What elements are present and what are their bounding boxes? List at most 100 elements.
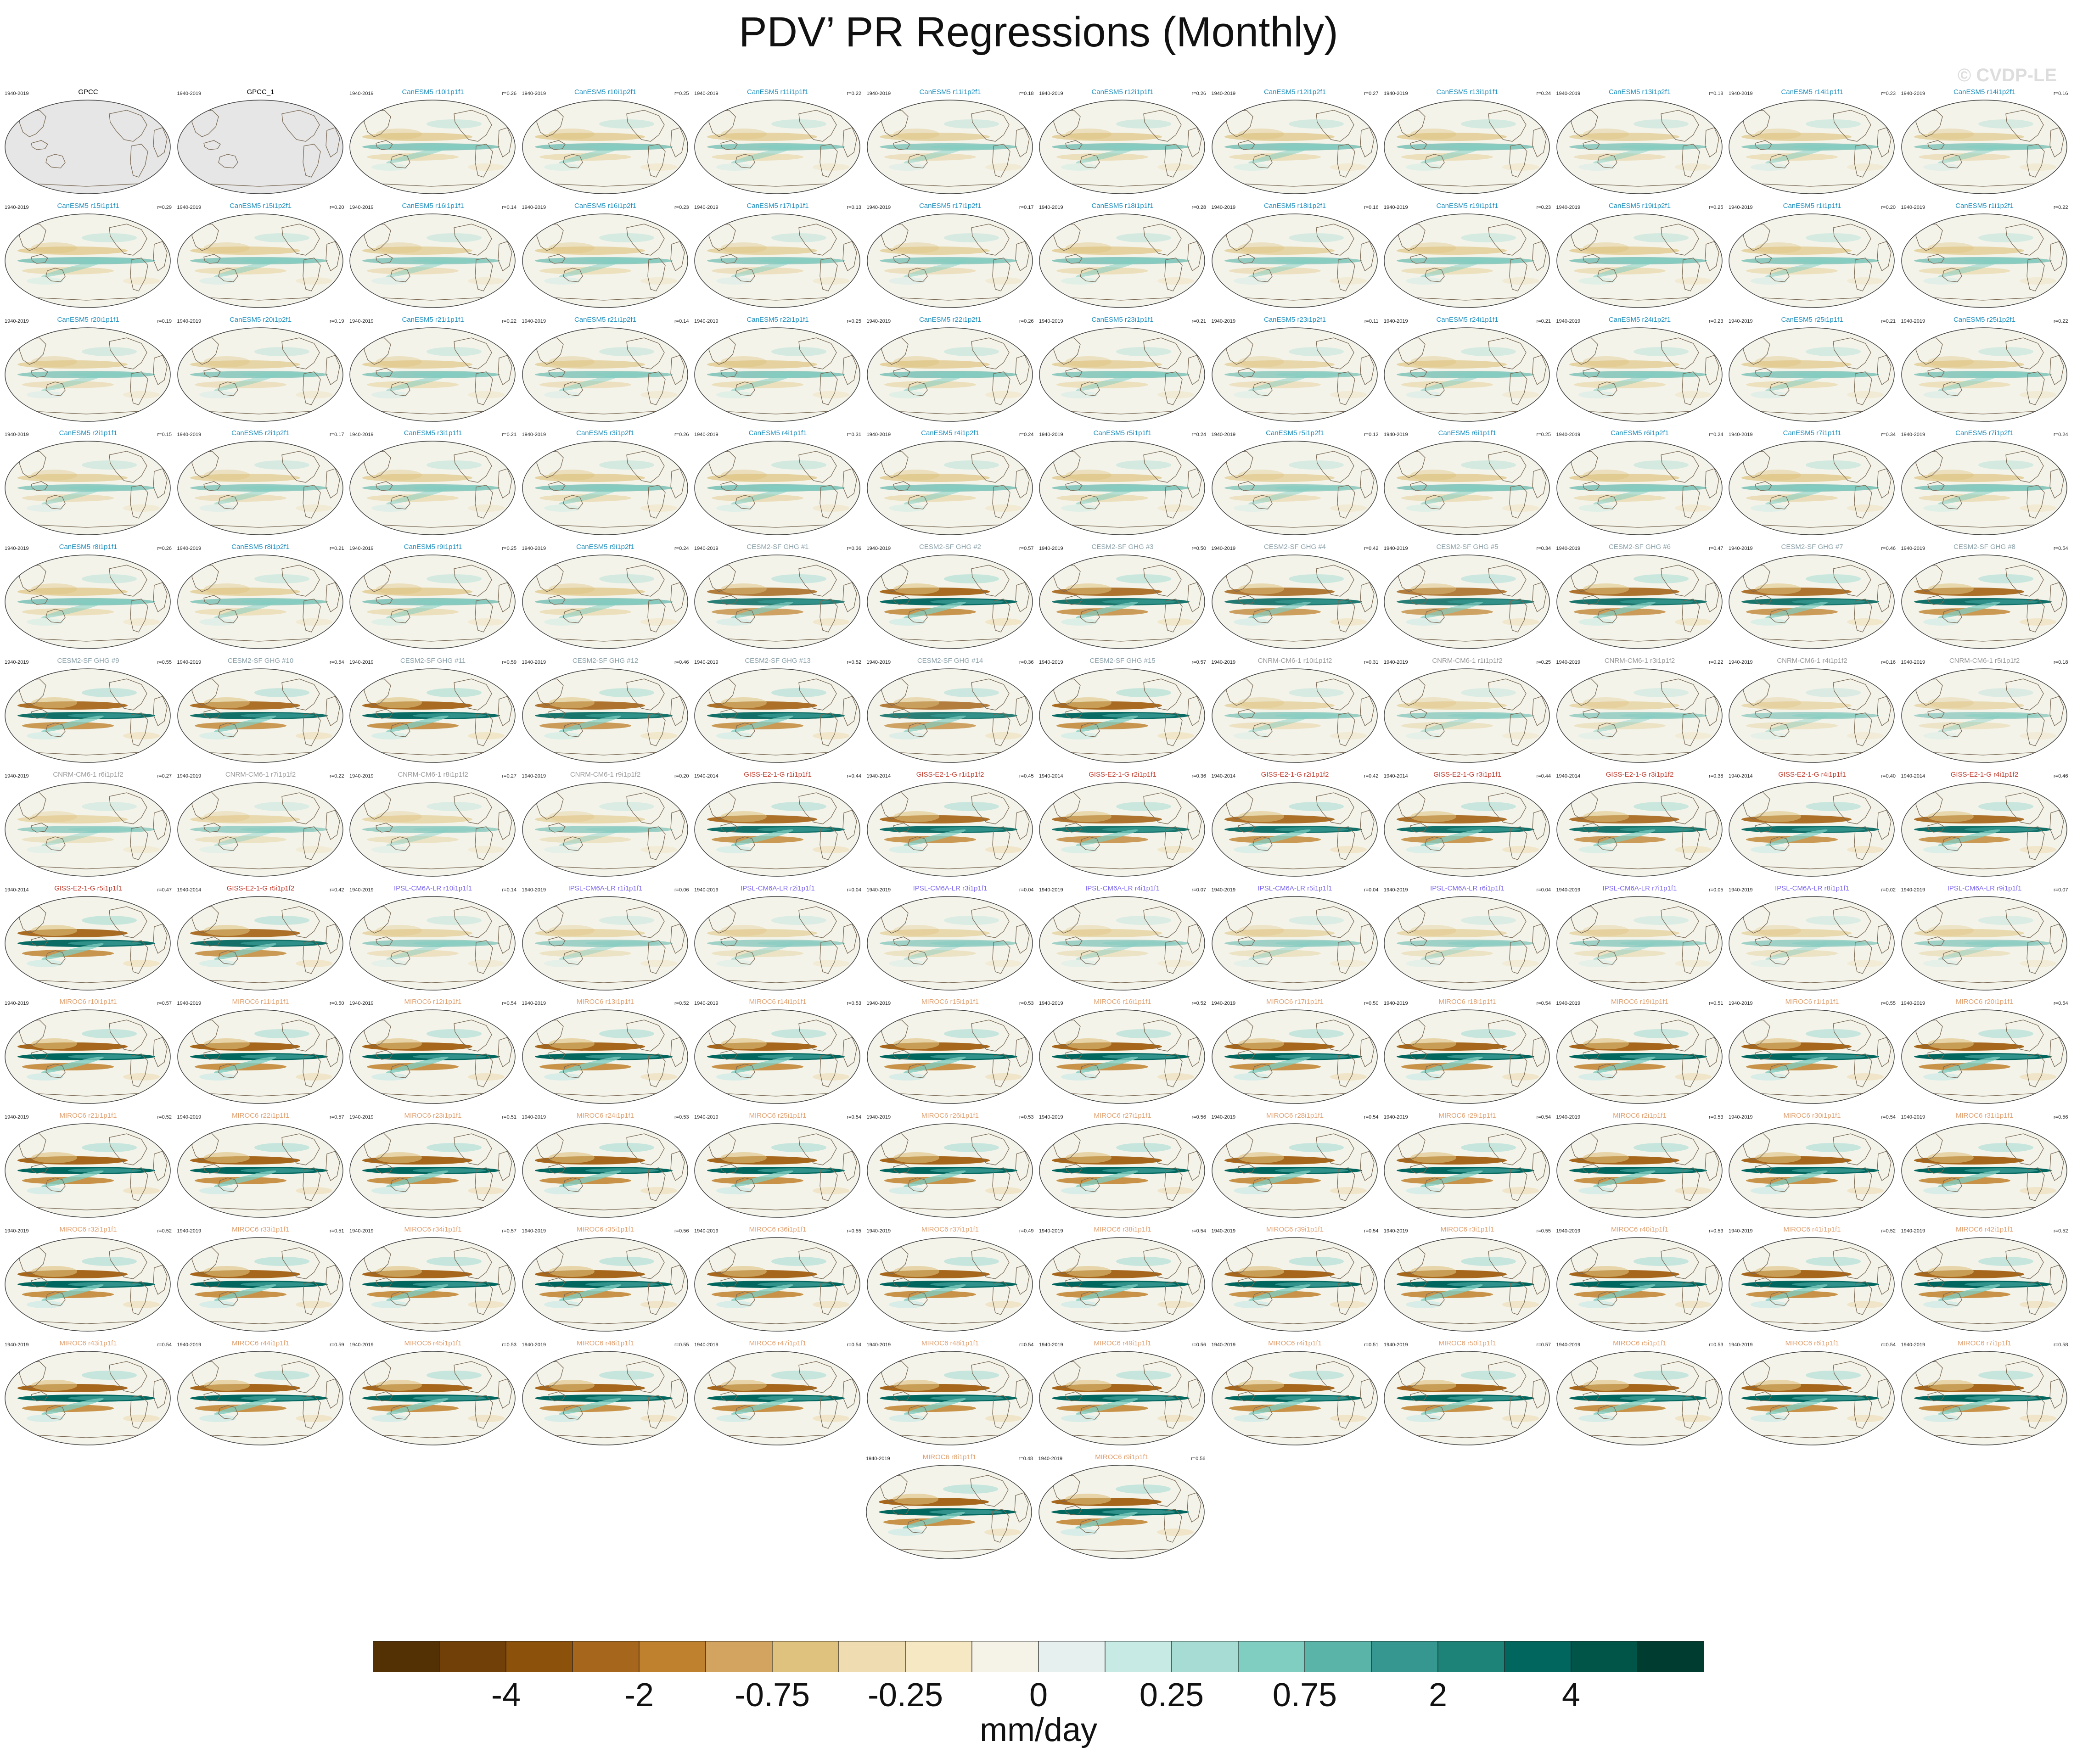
panel-period: 1940-2019 bbox=[694, 1001, 719, 1007]
panel-period: 1940-2019 bbox=[1729, 1342, 1753, 1348]
panel-period: 1940-2019 bbox=[1901, 887, 1925, 893]
colorbar-tick-label: -0.25 bbox=[867, 1677, 943, 1714]
panel-period: 1940-2019 bbox=[522, 91, 546, 96]
map-panel: 1940-2019 CESM2-SF GHG #13 r=0.52 bbox=[691, 657, 864, 771]
panel-title: MIROC6 r46i1p1f1 bbox=[576, 1339, 634, 1347]
regression-map bbox=[1039, 327, 1205, 422]
panel-period: 1940-2019 bbox=[1556, 204, 1581, 210]
panel-title: MIROC6 r50i1p1f1 bbox=[1438, 1339, 1496, 1347]
regression-map bbox=[866, 100, 1033, 194]
panel-title: CanESM5 r23i1p1f1 bbox=[1091, 315, 1154, 324]
panel-title: IPSL-CM6A-LR r9i1p1f1 bbox=[1947, 884, 2022, 892]
panel-title: CanESM5 r18i1p2f1 bbox=[1263, 202, 1326, 210]
regression-map bbox=[5, 213, 171, 308]
map-panel: 1940-2019 CanESM5 r16i1p2f1 r=0.23 bbox=[519, 202, 692, 316]
panel-correlation: r=0.14 bbox=[502, 887, 517, 893]
panel-period: 1940-2019 bbox=[522, 1342, 546, 1348]
panel-title: CanESM5 r2i1p2f1 bbox=[231, 429, 290, 437]
regression-map bbox=[1211, 1237, 1378, 1332]
panel-correlation: r=0.55 bbox=[674, 1342, 689, 1348]
regression-map bbox=[1039, 441, 1205, 536]
panel-title: MIROC6 r37i1p1f1 bbox=[921, 1226, 979, 1233]
panel-correlation: r=0.25 bbox=[1709, 204, 1723, 210]
map-panel: 1940-2019 MIROC6 r36i1p1f1 r=0.55 bbox=[691, 1226, 864, 1339]
colorbar-swatch bbox=[1371, 1641, 1438, 1672]
panel-title: MIROC6 r47i1p1f1 bbox=[749, 1339, 807, 1347]
map-panel: 1940-2019 MIROC6 r9i1p1f1 r=0.56 bbox=[1036, 1453, 1208, 1567]
panel-title: CanESM5 r9i1p1f1 bbox=[404, 543, 462, 551]
panel-period: 1940-2019 bbox=[349, 318, 374, 324]
panel-period: 1940-2019 bbox=[522, 773, 546, 779]
panel-title: CanESM5 r7i1p2f1 bbox=[1955, 429, 2014, 437]
panel-correlation: r=0.54 bbox=[1364, 1114, 1379, 1120]
panel-period: 1940-2019 bbox=[1211, 660, 1236, 665]
panel-correlation: r=0.14 bbox=[674, 318, 689, 324]
regression-map bbox=[694, 441, 860, 536]
colorbar-swatch bbox=[373, 1641, 440, 1672]
panel-correlation: r=0.25 bbox=[1536, 660, 1551, 665]
colorbar-tick-label: 0.75 bbox=[1272, 1677, 1337, 1714]
regression-map bbox=[1211, 1351, 1378, 1445]
panel-title: CNRM-CM6-1 r9i1p1f2 bbox=[570, 770, 641, 778]
panel-period: 1940-2019 bbox=[5, 432, 29, 438]
regression-map bbox=[694, 1351, 860, 1445]
panel-title: CESM2-SF GHG #12 bbox=[572, 657, 639, 665]
panel-title: CanESM5 r25i1p2f1 bbox=[1953, 315, 2016, 324]
panel-period: 1940-2019 bbox=[866, 887, 891, 893]
panel-title: CESM2-SF GHG #11 bbox=[400, 657, 466, 665]
panel-period: 1940-2014 bbox=[1384, 773, 1408, 779]
regression-map bbox=[1729, 100, 1895, 194]
regression-map bbox=[177, 1351, 343, 1445]
panel-correlation: r=0.57 bbox=[1191, 660, 1207, 665]
colorbar-tick-label: 2 bbox=[1428, 1677, 1448, 1714]
regression-map bbox=[1556, 1123, 1723, 1218]
map-panel: 1940-2019 CESM2-SF GHG #11 r=0.59 bbox=[347, 657, 519, 771]
panel-correlation: r=0.26 bbox=[1191, 91, 1207, 96]
panel-title: IPSL-CM6A-LR r7i1p1f1 bbox=[1602, 884, 1677, 892]
regression-map bbox=[5, 668, 171, 763]
panel-title: MIROC6 r49i1p1f1 bbox=[1094, 1339, 1151, 1347]
regression-map bbox=[177, 327, 343, 422]
regression-map bbox=[1729, 668, 1895, 763]
panel-period: 1940-2019 bbox=[1729, 1228, 1753, 1234]
panel-title: MIROC6 r3i1p1f1 bbox=[1440, 1226, 1494, 1233]
panel-correlation: r=0.22 bbox=[2054, 204, 2068, 210]
panel-title: IPSL-CM6A-LR r3i1p1f1 bbox=[913, 884, 988, 892]
panel-title: MIROC6 r33i1p1f1 bbox=[231, 1226, 290, 1233]
panel-title: MIROC6 r15i1p1f1 bbox=[921, 998, 979, 1006]
map-panel: 1940-2019 CanESM5 r20i1p1f1 r=0.19 bbox=[2, 316, 174, 430]
panel-period: 1940-2019 bbox=[177, 1228, 202, 1234]
map-panel: 1940-2019 MIROC6 r2i1p1f1 r=0.53 bbox=[1554, 1112, 1726, 1226]
panel-title: CanESM5 r18i1p1f1 bbox=[1091, 202, 1154, 210]
map-panel: 1940-2019 CanESM5 r25i1p1f1 r=0.21 bbox=[1726, 316, 1898, 430]
panel-title: CanESM5 r4i1p2f1 bbox=[921, 429, 979, 437]
regression-map bbox=[177, 782, 343, 877]
panel-title: MIROC6 r24i1p1f1 bbox=[576, 1112, 634, 1120]
map-panel: 1940-2019 MIROC6 r47i1p1f1 r=0.54 bbox=[691, 1339, 864, 1453]
map-panel: 1940-2019 CanESM5 r3i1p1f1 r=0.21 bbox=[347, 429, 519, 543]
panel-correlation: r=0.50 bbox=[1191, 546, 1207, 552]
panel-correlation: r=0.52 bbox=[847, 660, 862, 665]
map-panel: 1940-2019 CESM2-SF GHG #15 r=0.57 bbox=[1036, 657, 1209, 771]
regression-map bbox=[1211, 1123, 1378, 1218]
panel-period: 1940-2019 bbox=[866, 1456, 890, 1462]
regression-map bbox=[5, 1123, 171, 1218]
panel-period: 1940-2019 bbox=[866, 91, 891, 96]
panel-title: GISS-E2-1-G r4i1p1f2 bbox=[1950, 770, 2019, 778]
regression-map bbox=[1384, 1009, 1550, 1104]
panel-correlation: r=0.15 bbox=[157, 432, 172, 438]
panel-correlation: r=0.22 bbox=[330, 773, 344, 779]
map-panel: 1940-2019 MIROC6 r27i1p1f1 r=0.56 bbox=[1036, 1112, 1209, 1226]
panel-title: GPCC bbox=[78, 88, 98, 96]
map-panel: 1940-2019 MIROC6 r40i1p1f1 r=0.53 bbox=[1554, 1226, 1726, 1339]
panel-correlation: r=0.46 bbox=[1881, 546, 1896, 552]
map-panel: 1940-2019 MIROC6 r13i1p1f1 r=0.52 bbox=[519, 998, 692, 1112]
map-panel: 1940-2019 IPSL-CM6A-LR r5i1p1f1 r=0.04 bbox=[1209, 885, 1381, 998]
panel-period: 1940-2019 bbox=[1729, 546, 1753, 552]
panel-correlation: r=0.22 bbox=[502, 318, 517, 324]
panel-title: MIROC6 r21i1p1f1 bbox=[59, 1112, 117, 1120]
panel-correlation: r=0.21 bbox=[1191, 318, 1207, 324]
panel-period: 1940-2019 bbox=[1384, 1342, 1408, 1348]
panel-period: 1940-2019 bbox=[1384, 432, 1408, 438]
regression-map bbox=[5, 782, 171, 877]
